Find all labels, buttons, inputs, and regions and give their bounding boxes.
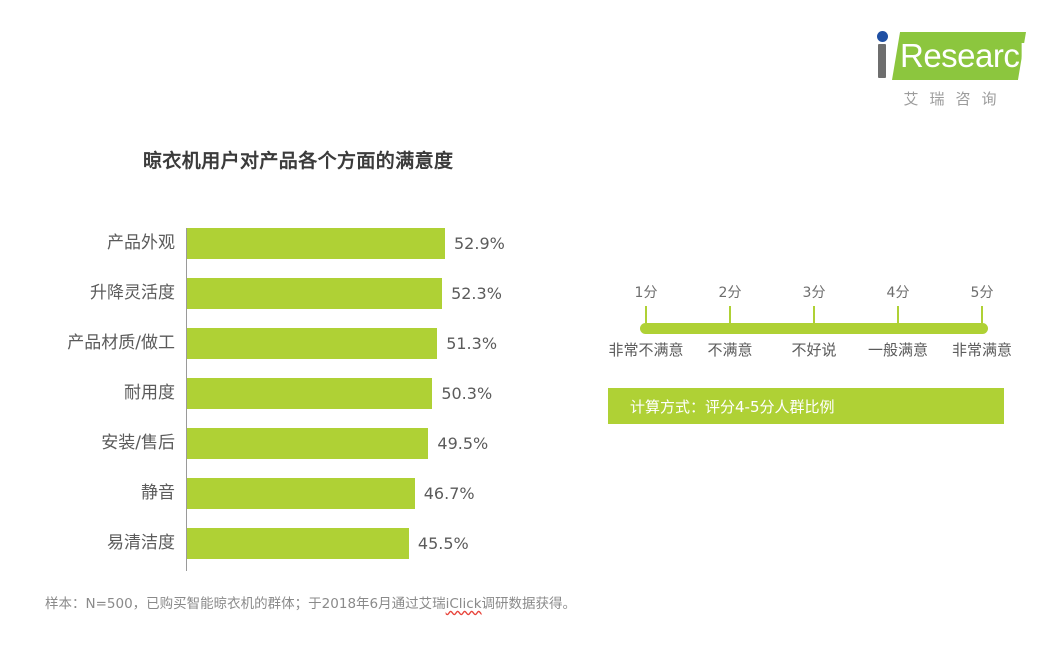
bar-value-label: 45.5% (417, 534, 469, 553)
bar-fill (187, 328, 438, 359)
calculation-note-box: 计算方式：评分4-5分人群比例 (608, 388, 1004, 424)
bar-value-label: 46.7% (423, 484, 475, 503)
bar-fill (187, 528, 409, 559)
scale-description-label: 不好说 (791, 341, 837, 359)
scale-description-label: 非常不满意 (608, 341, 684, 359)
logo-green-slab (892, 32, 1026, 80)
bar-fill (187, 378, 433, 409)
logo-research-text: Research (900, 37, 1038, 74)
scale-bar (640, 323, 988, 334)
bar-fill (187, 228, 445, 259)
source-footnote: 样本：N=500，已购买智能晾衣机的群体；于2018年6月通过艾瑞iClick调… (45, 592, 576, 612)
calculation-note-text: 计算方式：评分4-5分人群比例 (630, 397, 835, 416)
bar-value-label: 52.9% (454, 234, 505, 253)
bar-row: 安装/售后 49.5% (0, 428, 560, 459)
bar-category-label: 静音 (141, 483, 175, 503)
bar-row: 升降灵活度 52.3% (0, 278, 560, 309)
bar-category-label: 易清洁度 (107, 533, 175, 553)
bar-fill (187, 478, 415, 509)
bar-row: 产品外观 52.9% (0, 228, 560, 259)
chart-axis-line (186, 228, 188, 571)
bar-row: 耐用度 50.3% (0, 378, 560, 409)
scale-score-label: 3分 (802, 285, 826, 301)
chart-title: 晾衣机用户对产品各个方面的满意度 (143, 150, 454, 172)
bar-value-label: 52.3% (451, 284, 502, 303)
scale-tick (897, 306, 899, 323)
bar-row: 产品材质/做工 51.3% (0, 328, 560, 359)
bar-row: 易清洁度 45.5% (0, 528, 560, 559)
bar-chart: 产品外观 52.9% 升降灵活度 52.3% 产品材质/做工 51.3% 耐用度 50.3% 安… (0, 228, 560, 572)
bar-category-label: 产品材质/做工 (67, 333, 175, 353)
bar-category-label: 升降灵活度 (90, 283, 175, 303)
scale-description-label: 非常满意 (951, 341, 1012, 359)
footnote-after: 调研数据获得。 (481, 596, 577, 612)
scale-description-label: 一般满意 (867, 341, 928, 359)
logo-i-stem (878, 44, 886, 78)
footnote-before: 样本：N=500，已购买智能晾衣机的群体；于2018年6月通过艾瑞 (45, 596, 446, 612)
bar-category-label: 产品外观 (107, 233, 175, 253)
scale-score-label: 2分 (718, 285, 742, 301)
bar-category-label: 安装/售后 (101, 433, 175, 453)
logo-chinese-name: 艾瑞咨询 (903, 90, 1008, 108)
scale-score-label: 5分 (970, 285, 994, 301)
logo-mark: Research (866, 28, 1038, 84)
bar-value-label: 49.5% (437, 434, 489, 453)
bar-fill (187, 428, 429, 459)
scale-tick (729, 306, 731, 323)
scale-tick (645, 306, 647, 323)
iresearch-logo: Research 艾瑞咨询 (866, 28, 1038, 114)
scale-tick (981, 306, 983, 323)
scale-tick (813, 306, 815, 323)
bar-row: 静音 46.7% (0, 478, 560, 509)
bar-fill (187, 278, 443, 309)
bar-value-label: 50.3% (441, 384, 493, 403)
bar-value-label: 51.3% (446, 334, 498, 353)
scale-description-label: 不满意 (707, 341, 753, 359)
bar-category-label: 耐用度 (124, 383, 175, 403)
scale-score-label: 4分 (886, 285, 910, 301)
satisfaction-scale-legend: 1分非常不满意 2分不满意 3分不好说 4分一般满意 5分非常满意 (608, 282, 1012, 368)
logo-i-dot-icon (877, 31, 888, 42)
footnote-iclick: iClick (445, 596, 482, 612)
scale-score-label: 1分 (634, 285, 658, 301)
